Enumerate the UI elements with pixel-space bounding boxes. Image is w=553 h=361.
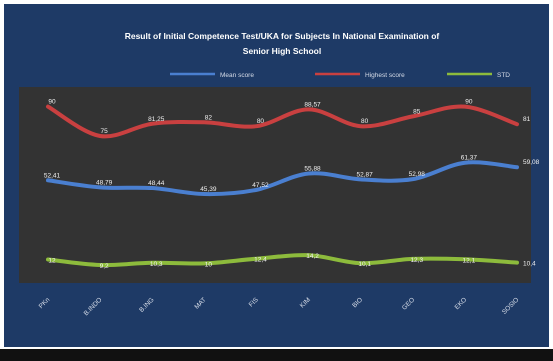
data-point-3-8 (412, 258, 414, 260)
data-point-1-2 (99, 186, 101, 188)
x-tick-label-5: FIS (248, 296, 261, 309)
data-label-3-1: 12 (48, 257, 56, 264)
legend-label-1: Mean score (220, 72, 254, 79)
data-label-2-8: 85 (413, 108, 421, 115)
data-label-1-3: 48,44 (148, 180, 165, 187)
x-tick-label-6: KIM (299, 296, 312, 309)
data-label-1-10: 59,08 (523, 159, 540, 166)
data-point-2-4 (203, 121, 205, 123)
data-label-3-4: 10 (205, 261, 213, 268)
x-tick-label-1: PKn (38, 296, 52, 310)
data-point-2-6 (308, 108, 310, 110)
legend: Mean score Highest score STD (170, 72, 510, 79)
data-point-1-3 (151, 187, 153, 189)
data-point-2-9 (464, 106, 466, 108)
data-label-1-5: 47,52 (252, 182, 269, 189)
x-tick-label-2: B.INDO (83, 296, 104, 317)
series-line-3 (46, 253, 519, 268)
legend-label-3: STD (497, 72, 510, 79)
x-tick-label-10: SOSIO (501, 296, 521, 316)
data-point-1-6 (308, 172, 310, 174)
data-point-1-7 (360, 178, 362, 180)
data-label-2-6: 88,57 (304, 101, 321, 108)
data-label-1-1: 52,41 (44, 172, 61, 179)
data-label-2-10: 81 (523, 116, 531, 123)
data-point-1-8 (412, 178, 414, 180)
data-label-3-7: 10,1 (358, 261, 371, 268)
series-line-2 (46, 104, 519, 139)
data-point-2-7 (360, 125, 362, 127)
series-line-1 (46, 160, 519, 197)
data-point-2-3 (151, 123, 153, 125)
data-label-3-6: 14,2 (306, 253, 319, 260)
data-label-2-7: 80 (361, 118, 369, 125)
data-point-2-10 (516, 123, 518, 125)
data-label-2-2: 75 (100, 128, 108, 135)
legend-label-2: Highest score (365, 72, 405, 79)
x-tick-label-8: GEO (401, 296, 416, 311)
data-point-3-3 (151, 262, 153, 264)
x-tick-label-4: MAT (193, 296, 207, 310)
series-layer: 52,41 48,79 48,44 45,39 47,52 55,88 52,87 52,98… (44, 99, 540, 270)
data-label-2-3: 81,25 (148, 116, 165, 123)
data-label-3-2: 9,2 (100, 263, 109, 270)
data-point-1-5 (255, 189, 257, 191)
x-tick-label-3: B.ING (138, 296, 155, 313)
data-label-3-9: 12,1 (463, 257, 476, 264)
chart-title-line2: Senior High School (243, 46, 321, 56)
data-point-2-5 (255, 125, 257, 127)
data-label-3-3: 10,3 (150, 261, 163, 268)
data-point-2-2 (99, 135, 101, 137)
data-point-3-10 (516, 262, 518, 264)
data-point-2-8 (412, 115, 414, 117)
data-label-1-4: 45,39 (200, 186, 217, 193)
data-label-1-8: 52,98 (409, 171, 426, 178)
x-tick-label-9: EKO (454, 296, 469, 311)
data-point-2-1 (47, 106, 49, 108)
chart-title-line1: Result of Initial Competence Test/UKA fo… (125, 31, 440, 41)
data-point-3-1 (47, 258, 49, 260)
data-label-3-10: 10,4 (523, 261, 536, 268)
data-point-3-6 (308, 254, 310, 256)
data-point-1-4 (203, 193, 205, 195)
data-point-3-9 (464, 258, 466, 260)
data-label-3-5: 12,4 (254, 257, 267, 264)
data-point-1-1 (47, 179, 49, 181)
data-label-1-9: 61,37 (461, 155, 478, 162)
data-label-1-7: 52,87 (357, 171, 374, 178)
bottom-strip (0, 349, 553, 361)
data-point-1-9 (464, 162, 466, 164)
data-point-3-2 (99, 264, 101, 266)
data-label-1-2: 48,79 (96, 179, 113, 186)
data-label-2-9: 90 (465, 99, 473, 106)
data-label-3-8: 12,3 (410, 257, 423, 264)
x-axis-labels: PKn B.INDO B.ING MAT FIS KIM BIO GEO EKO SOSIO (38, 296, 521, 317)
data-point-3-4 (203, 262, 205, 264)
x-tick-label-7: BIO (351, 296, 364, 309)
data-point-3-7 (360, 262, 362, 264)
data-point-3-5 (255, 258, 257, 260)
data-label-1-6: 55,88 (304, 165, 321, 172)
data-label-2-1: 90 (48, 99, 56, 106)
data-point-1-10 (516, 166, 518, 168)
data-label-2-5: 80 (257, 118, 265, 125)
data-label-2-4: 82 (205, 114, 213, 121)
